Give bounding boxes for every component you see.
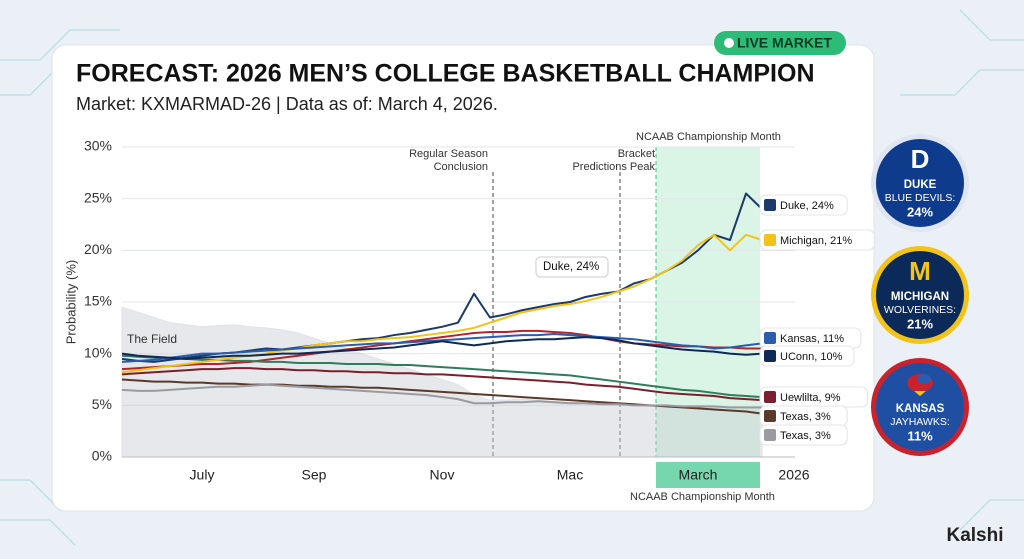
line [121, 367, 763, 402]
legend-chip [759, 345, 855, 367]
highlight-month-box [656, 462, 760, 488]
x-tick-label: July [190, 467, 215, 483]
badge-value: 21% [907, 316, 933, 331]
chart-title: FORECAST: 2026 MEN’S COLLEGE BASKETBALL … [76, 60, 815, 88]
legend-entry: UConn, 10% [780, 351, 843, 363]
x-tick-label: March [679, 467, 718, 483]
legend-entry: Uewlilta, 9% [780, 392, 841, 404]
chart-subtitle: Market: KXMARMAD-26 | Data as of: March … [76, 94, 498, 114]
legend-logo [764, 199, 776, 211]
y-tick-label: 5% [92, 396, 112, 412]
legend-entry: Texas, 3% [780, 430, 831, 442]
badge [876, 251, 964, 339]
circuit-decor [0, 9, 1024, 546]
legend-logo [764, 410, 776, 422]
line [121, 333, 763, 363]
badge-logo: M [909, 256, 931, 286]
x-tick-label: 2026 [778, 467, 809, 483]
annotation: Bracket Predictions Peak [572, 148, 655, 173]
callout-box [535, 256, 609, 278]
line [121, 354, 763, 399]
legend-chip [759, 229, 875, 251]
badge-team: KANSAS [896, 403, 945, 415]
y-tick-label: 25% [84, 189, 112, 205]
y-axis-label: Probability (%) [63, 260, 78, 345]
badge [876, 139, 964, 227]
badge-nickname: BLUE DEVILS: [885, 192, 956, 204]
series-label: The Field [127, 332, 177, 346]
legend-logo [764, 332, 776, 344]
legend-entry: Duke, 24% [780, 200, 834, 212]
x-tick-label: Mac [557, 467, 583, 483]
live-badge [714, 31, 846, 55]
badge-nickname: JAYHAWKS: [890, 416, 950, 428]
legend-logo [764, 391, 776, 403]
badge-value: 24% [907, 204, 933, 219]
legend-entry: Kansas, 11% [780, 333, 844, 345]
badge-team: DUKE [904, 179, 937, 191]
legend-logo [764, 429, 776, 441]
line [121, 383, 762, 409]
line [121, 329, 762, 371]
badge-logo: D [911, 144, 930, 174]
badge-logo [917, 374, 931, 384]
legend-logo [764, 234, 776, 246]
callout: Duke, 24% [543, 261, 600, 273]
badge-team: MICHIGAN [891, 291, 949, 303]
live-label: LIVE MARKET [737, 35, 832, 51]
x-tick-label: Nov [430, 467, 455, 483]
y-tick-label: 30% [84, 138, 112, 154]
y-tick-label: 20% [84, 241, 112, 257]
badge-logo [914, 391, 926, 396]
y-tick-label: 15% [84, 293, 112, 309]
y-tick-label: 10% [84, 344, 112, 360]
line [121, 233, 763, 374]
line [121, 336, 763, 360]
badge [876, 363, 964, 451]
annotation: NCAAB Championship Month [636, 131, 781, 143]
annotation: NCAAB Championship Month [630, 491, 775, 503]
badge-value: 11% [907, 428, 933, 443]
annotation: Regular Season Conclusion [409, 148, 488, 173]
legend-entry: Michigan, 21% [780, 235, 852, 247]
legend-chip [759, 424, 848, 446]
legend-entry: Texas, 3% [780, 411, 831, 423]
y-tick-label: 0% [92, 448, 112, 464]
legend-chip [759, 194, 848, 216]
brand: Kalshi [946, 525, 1003, 546]
x-tick-label: Sep [302, 467, 327, 483]
legend-logo [764, 350, 776, 362]
badge-nickname: WOLVERINES: [884, 304, 956, 316]
live-dot [724, 38, 734, 48]
